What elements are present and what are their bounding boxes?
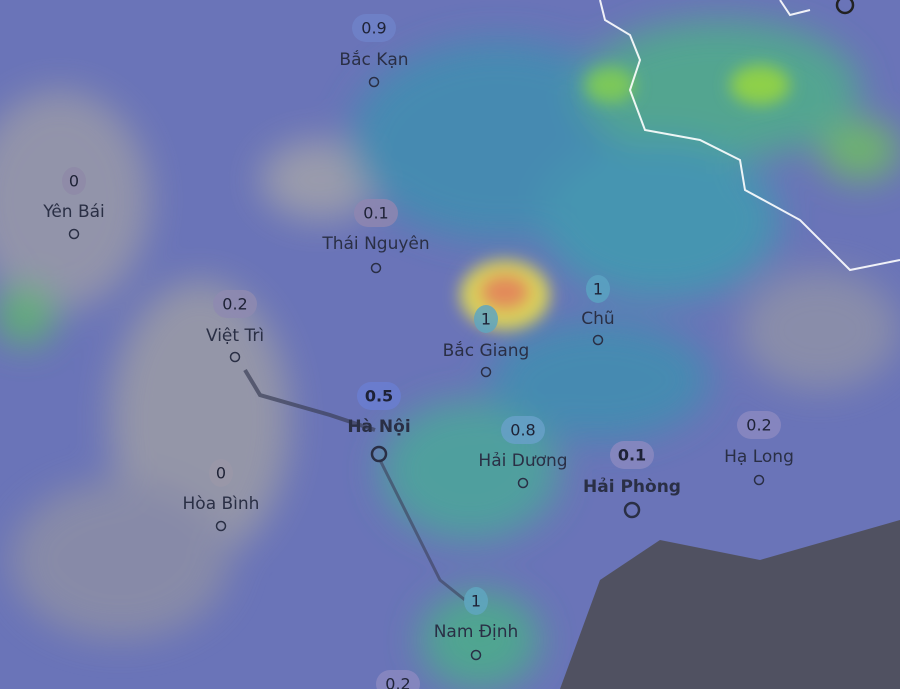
value-badge — [501, 416, 545, 444]
city-name: Thái Nguyên — [321, 234, 429, 254]
city-dot — [623, 501, 641, 519]
city: 0.2 — [376, 670, 420, 689]
city-name: Hà Nội — [347, 417, 410, 437]
city-dot — [229, 351, 241, 363]
city-dot — [368, 76, 380, 88]
city-name: Hòa Bình — [183, 494, 260, 514]
value-label: 0 — [69, 172, 79, 191]
city-name: Yên Bái — [42, 202, 105, 222]
value-label: 0.5 — [365, 387, 393, 406]
city: 0 Yên Bái — [42, 167, 105, 240]
city-name: Hạ Long — [724, 447, 794, 467]
value-badge — [357, 382, 401, 410]
city-dot — [370, 445, 388, 463]
value-badge — [376, 670, 420, 689]
city-dot — [592, 334, 604, 346]
value-badge — [474, 305, 498, 333]
city-dot — [517, 477, 529, 489]
city-dot — [470, 649, 482, 661]
city-dot — [480, 366, 492, 378]
value-label: 0.1 — [618, 446, 646, 465]
city: 1 Nam Định — [434, 587, 519, 661]
value-badge — [464, 587, 488, 615]
city: 1 Chũ — [581, 275, 615, 346]
value-badge — [737, 411, 781, 439]
value-badge — [354, 199, 398, 227]
value-label: 0.2 — [746, 416, 771, 435]
city-dot — [68, 228, 80, 240]
value-label: 0.2 — [385, 675, 410, 689]
city: 0.1 Hải Phòng — [583, 441, 681, 519]
city: 0.1 Thái Nguyên — [321, 199, 430, 274]
value-label: 1 — [471, 592, 481, 611]
value-badge — [352, 14, 396, 42]
value-badge — [213, 290, 257, 318]
value-label: 0.1 — [363, 204, 388, 223]
city-layer: 0.9 Bắc Kạn 0 Yên Bái 0.1 Thái Nguyên 0.2 Việt … — [42, 14, 794, 689]
value-label: 0.8 — [510, 421, 535, 440]
city-name: Hải Phòng — [583, 477, 681, 497]
city: 0.2 Hạ Long — [724, 411, 794, 486]
value-label: 0 — [216, 464, 226, 483]
city-name: Hải Dương — [478, 451, 567, 471]
city: 0.5 Hà Nội — [347, 382, 411, 463]
city-dot — [215, 520, 227, 532]
value-label: 0.9 — [361, 19, 386, 38]
city-dot — [753, 474, 765, 486]
city: 0.2 Việt Trì — [206, 290, 264, 363]
city-dot — [370, 262, 382, 274]
city: 0.9 Bắc Kạn — [339, 14, 409, 88]
city-name: Bắc Kạn — [339, 49, 408, 70]
city-name: Nam Định — [434, 622, 519, 642]
city: 0 Hòa Bình — [183, 459, 260, 532]
value-badge — [586, 275, 610, 303]
value-label: 0.2 — [222, 295, 247, 314]
city: 1 Bắc Giang — [443, 305, 530, 378]
value-badge — [610, 441, 654, 469]
city-name: Chũ — [581, 309, 614, 329]
city-name: Bắc Giang — [443, 340, 530, 361]
value-badge — [209, 459, 233, 487]
value-label: 1 — [481, 310, 491, 329]
value-label: 1 — [593, 280, 603, 299]
city: 0.8 Hải Dương — [478, 416, 568, 489]
city-name: Việt Trì — [206, 326, 264, 346]
value-badge — [62, 167, 86, 195]
